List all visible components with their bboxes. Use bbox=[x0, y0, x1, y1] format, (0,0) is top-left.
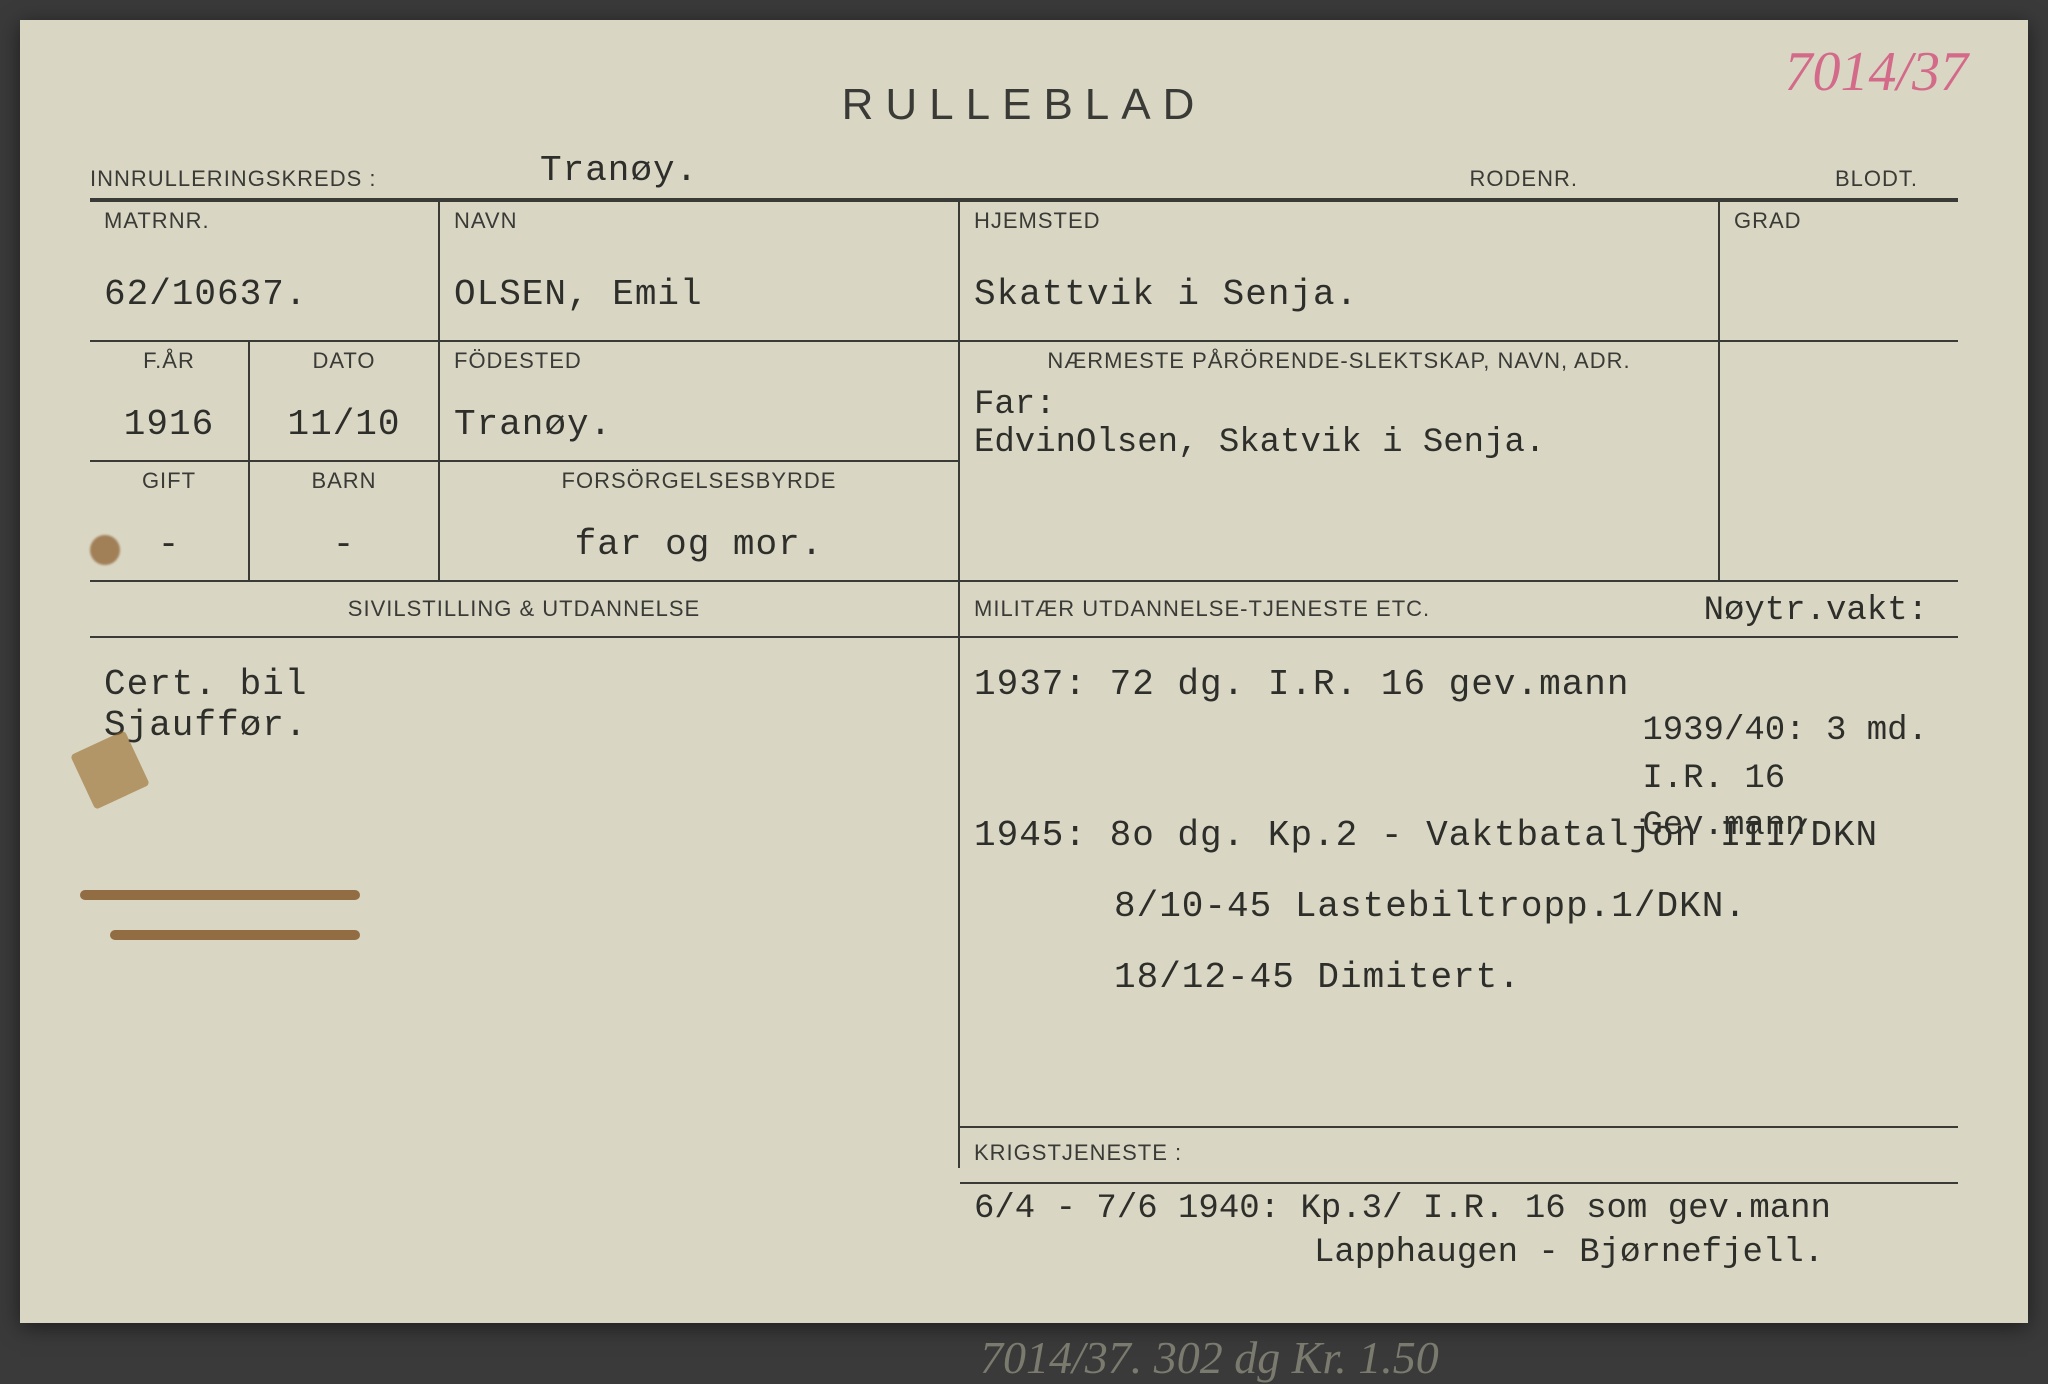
mil-line3: 8/10-45 Lastebiltropp.1/DKN. bbox=[974, 886, 1944, 927]
dato-value: 11/10 bbox=[264, 404, 424, 445]
cell-matrnr: MATRNR. 62/10637. bbox=[90, 202, 440, 342]
header-row: INNRULLERINGSKREDS : Tranøy. RODENR. BLO… bbox=[90, 148, 1958, 200]
parorende-label: NÆRMESTE PÅRÖRENDE-SLEKTSKAP, NAVN, ADR. bbox=[974, 348, 1704, 374]
mil-side-block: 1939/40: 3 md. I.R. 16 Gev.mann bbox=[1642, 708, 1928, 851]
krig-handwritten: 7014/37. 302 dg Kr. 1.50 bbox=[980, 1331, 1439, 1384]
militar-content: 1937: 72 dg. I.R. 16 gev.mann 1939/40: 3… bbox=[960, 638, 1958, 1128]
cell-parorende: NÆRMESTE PÅRÖRENDE-SLEKTSKAP, NAVN, ADR.… bbox=[960, 342, 1720, 582]
cell-grad: GRAD bbox=[1720, 202, 1958, 342]
krigstjeneste-label: KRIGSTJENESTE : bbox=[974, 1140, 1944, 1166]
grad-label: GRAD bbox=[1734, 208, 1944, 234]
blodt-label: BLODT. bbox=[1835, 166, 1918, 192]
sivil-header-label: SIVILSTILLING & UTDANNELSE bbox=[104, 596, 944, 622]
rodenr-label: RODENR. bbox=[1470, 166, 1578, 192]
krig-line1: 6/4 - 7/6 1940: Kp.3/ I.R. 16 som gev.ma… bbox=[974, 1190, 1944, 1228]
stain-1 bbox=[90, 535, 120, 565]
cell-dato: DATO 11/10 bbox=[250, 342, 440, 462]
militar-header: MILITÆR UTDANNELSE-TJENESTE ETC. Nøytr.v… bbox=[960, 582, 1958, 638]
cell-faar: F.ÅR 1916 bbox=[90, 342, 250, 462]
sivil-line1: Cert. bil bbox=[104, 664, 944, 705]
annotation-top-right: 7014/37 bbox=[1784, 40, 1968, 104]
mil-side1: 1939/40: 3 md. bbox=[1642, 708, 1928, 756]
forsorg-value: far og mor. bbox=[454, 524, 944, 565]
page-title: RULLEBLAD bbox=[842, 80, 1207, 130]
mil-line4: 18/12-45 Dimitert. bbox=[974, 957, 1944, 998]
gift-label: GIFT bbox=[104, 468, 234, 494]
cell-gift: GIFT - bbox=[90, 462, 250, 582]
cell-hjemsted: HJEMSTED Skattvik i Senja. bbox=[960, 202, 1720, 342]
sivil-content: Cert. bil Sjauffør. bbox=[90, 638, 960, 1168]
navn-label: NAVN bbox=[454, 208, 944, 234]
cell-navn: NAVN OLSEN, Emil bbox=[440, 202, 960, 342]
cell-grad-cont bbox=[1720, 342, 1958, 582]
parorende-line1: Far: bbox=[974, 386, 1704, 424]
cell-barn: BARN - bbox=[250, 462, 440, 582]
noytr-label: Nøytr.vakt: bbox=[1704, 592, 1928, 630]
barn-label: BARN bbox=[264, 468, 424, 494]
krig-line2: Lapphaugen - Bjørnefjell. bbox=[974, 1234, 1944, 1272]
krigstjeneste-header: KRIGSTJENESTE : bbox=[960, 1128, 1958, 1184]
innrulleringskreds-label: INNRULLERINGSKREDS : bbox=[90, 166, 570, 192]
barn-value: - bbox=[264, 524, 424, 565]
pen-stroke-1 bbox=[80, 890, 360, 900]
pen-stroke-2 bbox=[110, 930, 360, 940]
hjemsted-value: Skattvik i Senja. bbox=[974, 274, 1704, 315]
cell-fodested: FÖDESTED Tranøy. bbox=[440, 342, 960, 462]
navn-value: OLSEN, Emil bbox=[454, 274, 944, 315]
hjemsted-label: HJEMSTED bbox=[974, 208, 1704, 234]
sivil-line2: Sjauffør. bbox=[104, 705, 944, 746]
dato-label: DATO bbox=[264, 348, 424, 374]
mil-side3: Gev.mann bbox=[1642, 803, 1928, 851]
matrnr-label: MATRNR. bbox=[104, 208, 424, 234]
sivil-header: SIVILSTILLING & UTDANNELSE bbox=[90, 582, 960, 638]
krigstjeneste-content: 6/4 - 7/6 1940: Kp.3/ I.R. 16 som gev.ma… bbox=[960, 1184, 1958, 1384]
parorende-line2: EdvinOlsen, Skatvik i Senja. bbox=[974, 424, 1704, 462]
fodested-label: FÖDESTED bbox=[454, 348, 944, 374]
faar-value: 1916 bbox=[104, 404, 234, 445]
faar-label: F.ÅR bbox=[104, 348, 234, 374]
mil-side2: I.R. 16 bbox=[1642, 756, 1928, 804]
forsorg-label: FORSÖRGELSESBYRDE bbox=[454, 468, 944, 494]
form-grid: MATRNR. 62/10637. NAVN OLSEN, Emil HJEMS… bbox=[90, 200, 1958, 1263]
cell-forsorg: FORSÖRGELSESBYRDE far og mor. bbox=[440, 462, 960, 582]
mil-line1: 1937: 72 dg. I.R. 16 gev.mann bbox=[974, 664, 1944, 705]
fodested-value: Tranøy. bbox=[454, 404, 944, 445]
rulleblad-card: RULLEBLAD 7014/37 INNRULLERINGSKREDS : T… bbox=[20, 20, 2028, 1323]
innrulleringskreds-value: Tranøy. bbox=[540, 150, 698, 191]
gift-value: - bbox=[104, 524, 234, 565]
matrnr-value: 62/10637. bbox=[104, 274, 424, 315]
